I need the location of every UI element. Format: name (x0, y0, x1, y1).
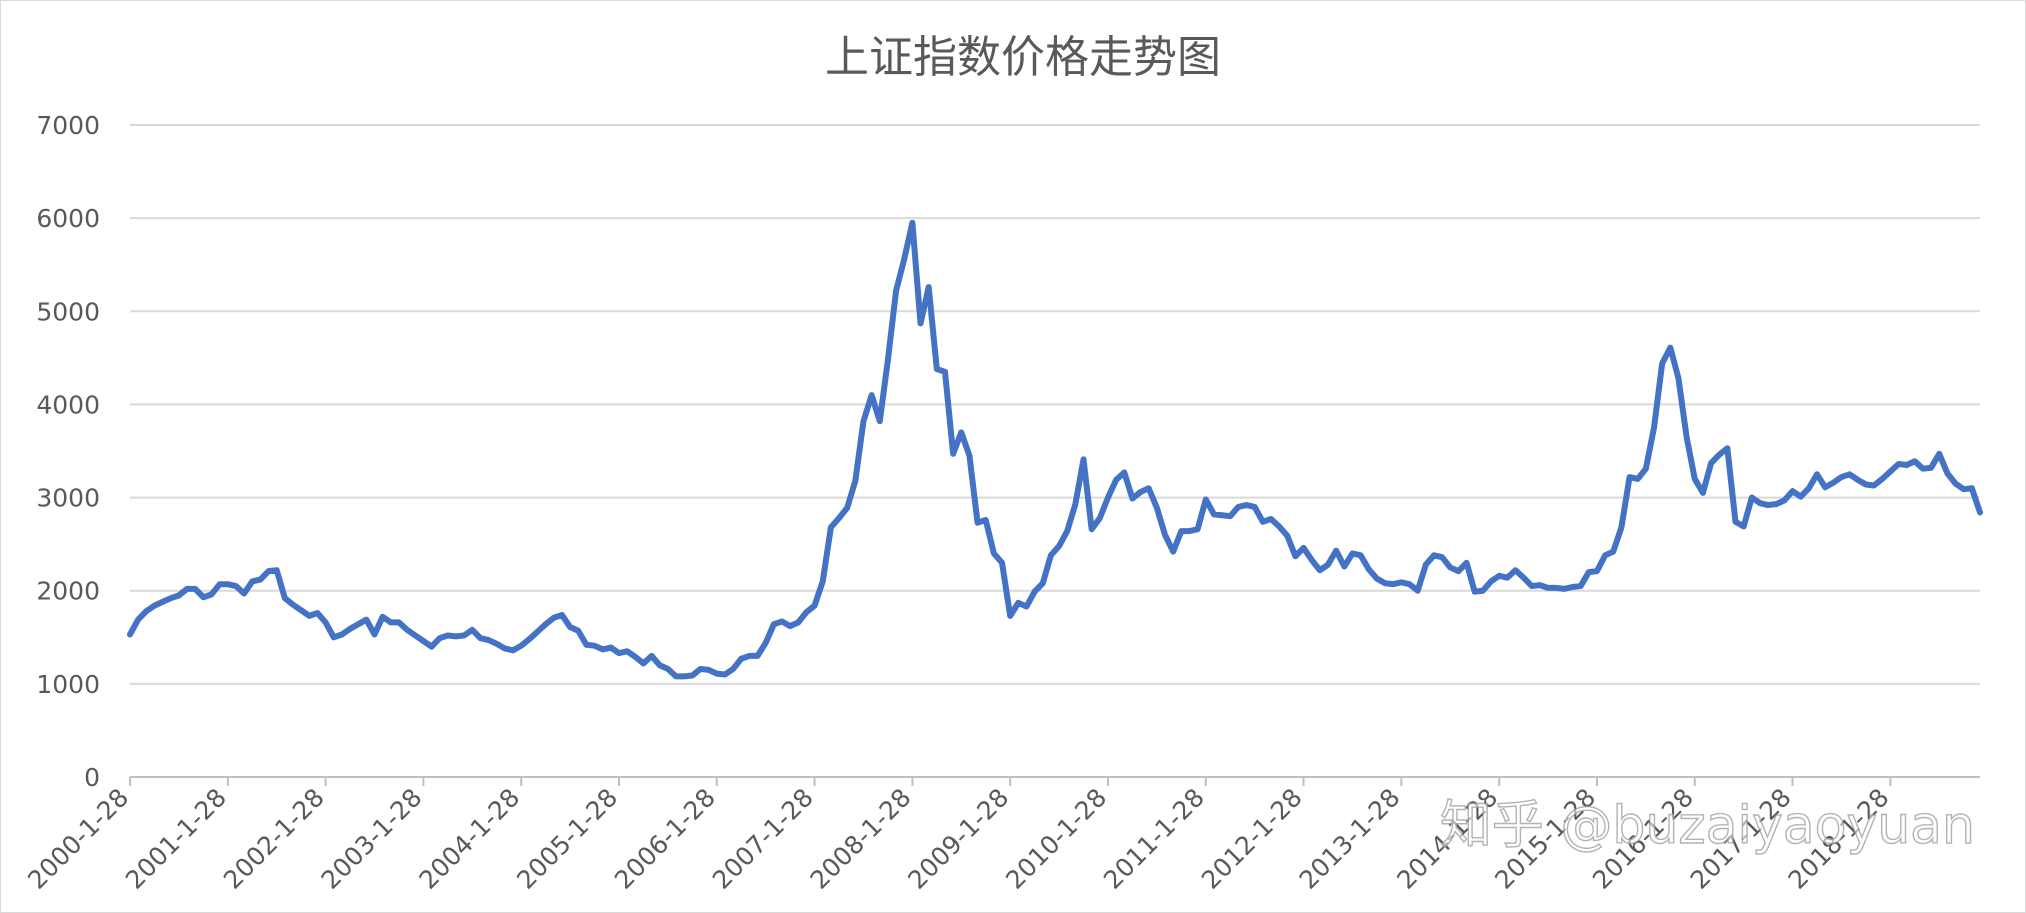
y-tick-label: 2000 (36, 577, 100, 606)
chart-title: 上证指数价格走势图 (825, 32, 1221, 83)
y-tick-label: 7000 (36, 111, 100, 140)
series-group (127, 219, 1983, 680)
x-tick-label: 2004-1-28 (413, 783, 525, 895)
x-tick-label: 2011-1-28 (1098, 783, 1210, 895)
x-tick-label: 2009-1-28 (902, 783, 1014, 895)
y-tick-label: 0 (84, 763, 100, 792)
x-tick-label: 2008-1-28 (805, 783, 917, 895)
x-tick-label: 2003-1-28 (316, 783, 428, 895)
x-tick-label: 2007-1-28 (707, 783, 819, 895)
watermark-text: 知乎 @buzaiyaoyuan (1440, 796, 1975, 856)
x-tick-label: 2010-1-28 (1000, 783, 1112, 895)
series-line (127, 219, 1983, 680)
y-axis-ticks: 0 1000 2000 3000 4000 5000 6000 7000 (36, 111, 100, 792)
y-tick-label: 6000 (36, 204, 100, 233)
y-tick-label: 4000 (36, 390, 100, 419)
y-tick-label: 5000 (36, 297, 100, 326)
x-tick-label: 2013-1-28 (1294, 783, 1406, 895)
gridlines (130, 124, 1980, 685)
y-tick-label: 1000 (36, 670, 100, 699)
x-tick-label: 2000-1-28 (22, 783, 134, 895)
x-tick-label: 2006-1-28 (609, 783, 721, 895)
x-tick-label: 2012-1-28 (1196, 783, 1308, 895)
x-tick-label: 2002-1-28 (218, 783, 330, 895)
y-tick-label: 3000 (36, 484, 100, 513)
x-tick-label: 2005-1-28 (511, 783, 623, 895)
x-tick-label: 2001-1-28 (120, 783, 232, 895)
